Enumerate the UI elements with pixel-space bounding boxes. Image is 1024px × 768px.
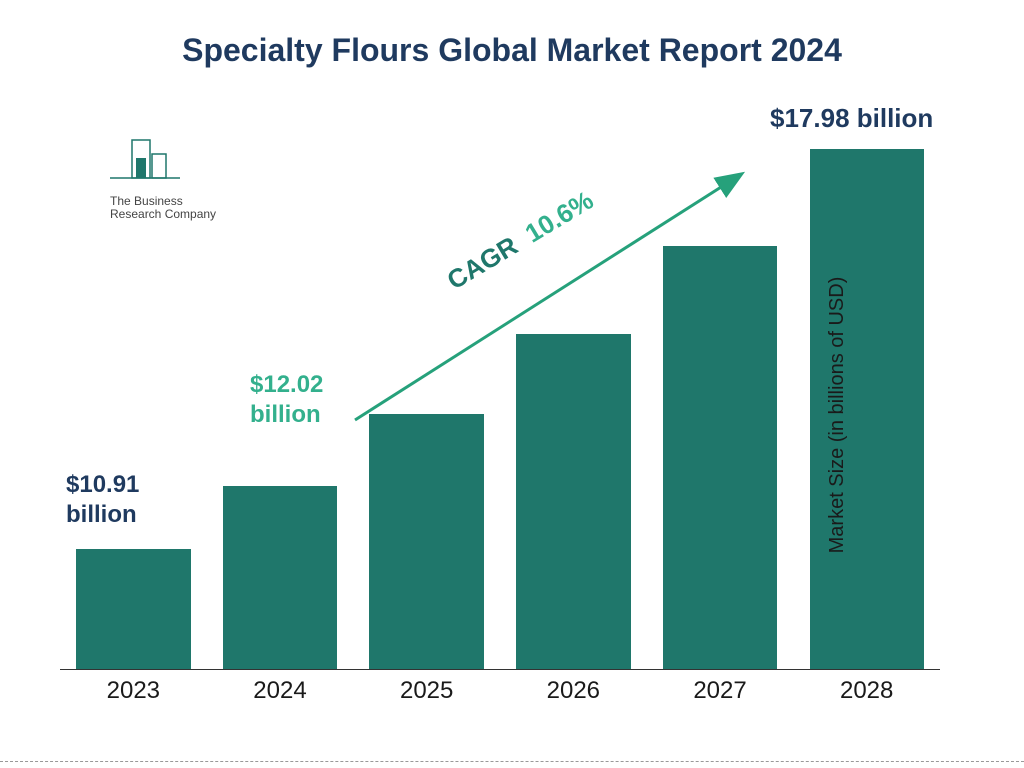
bars-container: 2023 2024 2025 2026 2027 2028 (60, 120, 940, 670)
bar-slot-2028: 2028 (793, 120, 940, 669)
x-label-2027: 2027 (693, 677, 746, 705)
y-axis-label: Market Size (in billions of USD) (826, 277, 849, 554)
bar-slot-2023: 2023 (60, 120, 207, 669)
annotation-2023-l2: billion (66, 501, 137, 528)
bar-2026 (516, 334, 630, 669)
annotation-2023: $10.91 billion (66, 470, 139, 530)
bar-chart: 2023 2024 2025 2026 2027 2028 Market Siz… (60, 120, 940, 710)
bar-slot-2027: 2027 (647, 120, 794, 669)
x-label-2025: 2025 (400, 677, 453, 705)
x-label-2028: 2028 (840, 677, 893, 705)
x-label-2026: 2026 (547, 677, 600, 705)
annotation-2028: $17.98 billion (770, 102, 933, 135)
annotation-2028-l1: $17.98 billion (770, 103, 933, 133)
chart-title: Specialty Flours Global Market Report 20… (0, 0, 1024, 69)
annotation-2024: $12.02 billion (250, 370, 323, 430)
bar-2027 (663, 246, 777, 669)
x-label-2023: 2023 (107, 677, 160, 705)
annotation-2024-l2: billion (250, 401, 321, 428)
x-label-2024: 2024 (253, 677, 306, 705)
annotation-2023-l1: $10.91 (66, 471, 139, 498)
annotation-2024-l1: $12.02 (250, 371, 323, 398)
bar-2024 (223, 486, 337, 669)
bottom-divider (0, 761, 1024, 762)
bar-2023 (76, 549, 190, 669)
bar-2025 (369, 414, 483, 669)
bar-slot-2025: 2025 (353, 120, 500, 669)
